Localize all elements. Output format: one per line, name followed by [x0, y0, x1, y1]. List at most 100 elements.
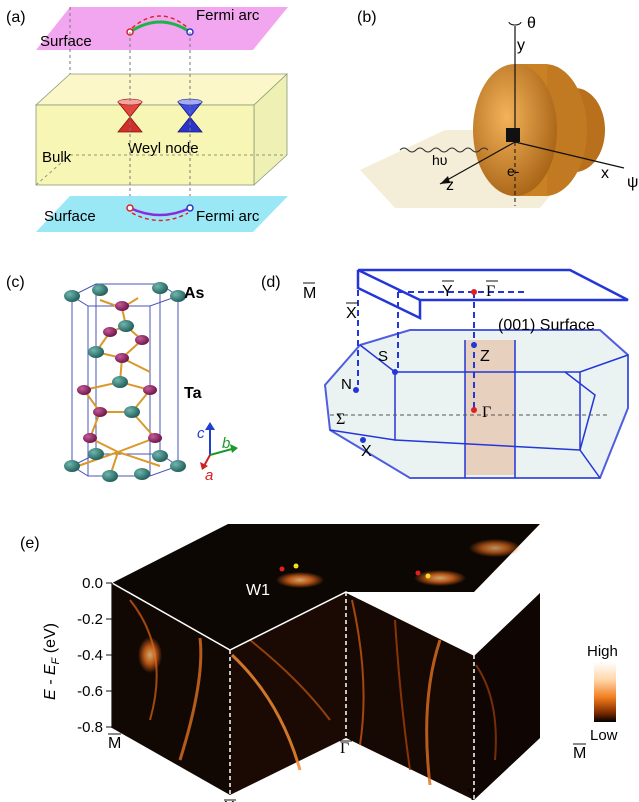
- Gamma-label: Γ: [482, 404, 491, 421]
- panel-d: (d) M X Y Γ: [261, 268, 629, 479]
- unit-cell-frame: [70, 283, 180, 477]
- energy-tick-label: -0.8: [77, 719, 103, 736]
- k-M-right: M: [573, 745, 586, 762]
- colorbar-low-label: Low: [590, 727, 618, 744]
- theta-arrow: [508, 21, 522, 26]
- z-axis-label: z: [446, 177, 454, 194]
- fs-pocket-3: [469, 539, 521, 557]
- Gamma-bar-label: Γ: [486, 283, 495, 300]
- bottom-surface-label: Surface: [44, 208, 96, 225]
- panel-e: (e) W1 W1 0.0-0.2-0.4-0: [20, 524, 618, 802]
- energy-tick-label: -0.6: [77, 683, 103, 700]
- bulk-hidden-edge: [35, 154, 71, 186]
- w1-yellow-right: [425, 573, 431, 579]
- top-fermi-arc: [129, 20, 191, 34]
- k-M-left: M: [108, 735, 121, 752]
- band-5: [351, 599, 365, 746]
- electron-label: e-: [507, 163, 520, 179]
- fs-pocket-1: [276, 572, 324, 588]
- top-fermi-arc-label: Fermi arc: [196, 7, 260, 24]
- energy-tick-label: -0.4: [77, 647, 103, 664]
- Y-bar-label: Y: [442, 283, 453, 300]
- bottom-fermi-arc-label: Fermi arc: [196, 208, 260, 225]
- w1-red-left: [279, 566, 285, 572]
- z-axis: [439, 141, 516, 185]
- as-atoms: [64, 282, 186, 482]
- top-surface-plane: [36, 7, 288, 50]
- weyl-node-label: Weyl node: [128, 140, 199, 157]
- w1-right-label: W1: [420, 590, 444, 607]
- panel-c-label: (c): [6, 274, 25, 291]
- z-arrow: [440, 176, 450, 184]
- panel-a: (a) Surface Fermi arc Bulk Weyl node: [6, 7, 289, 232]
- axis-b-label: b: [222, 435, 230, 452]
- X-bar-label: X: [346, 305, 357, 322]
- panel-b: (b) y θ z x ψ e- hυ: [357, 9, 638, 208]
- w1-red-right: [415, 570, 421, 576]
- panel-b-label: (b): [357, 9, 377, 26]
- surface-label: (001) Surface: [498, 317, 595, 334]
- panel-e-label: (e): [20, 535, 40, 552]
- s-point: [392, 369, 398, 375]
- bulk-top-face: [34, 73, 289, 106]
- surface-bz: [357, 268, 629, 302]
- bulk-bz-edges: [329, 340, 629, 479]
- fermi-surface-map: [112, 524, 540, 650]
- w1-yellow-left: [293, 563, 299, 569]
- energy-axis-label: E - EF (eV): [42, 623, 62, 700]
- psi-label: ψ: [627, 174, 638, 191]
- w1-left-label: W1: [246, 582, 270, 599]
- surface-bz-front: [356, 270, 422, 320]
- ta-label: Ta: [184, 385, 202, 402]
- bottom-node-blue: [186, 204, 194, 212]
- top-surface-label: Surface: [40, 33, 92, 50]
- surface-gamma-point: [471, 289, 477, 295]
- colorbar: [594, 662, 616, 722]
- x-axis-label: x: [601, 165, 609, 182]
- bottom-fermi-arc: [129, 206, 191, 217]
- energy-tick-label: 0.0: [82, 575, 103, 592]
- band-cut-M-X: [112, 583, 230, 795]
- gamma-plane: [465, 340, 515, 475]
- k-Y: Y: [467, 787, 478, 802]
- axis-a-label: a: [205, 467, 213, 484]
- sample-block: [506, 128, 520, 142]
- X-label: X: [361, 443, 372, 460]
- band-3: [230, 653, 302, 771]
- colorbar-high-label: High: [587, 643, 618, 660]
- gamma-point: [471, 407, 477, 413]
- bulk-front-face: [35, 104, 255, 186]
- bottom-node-red: [126, 204, 134, 212]
- Sigma-label: Σ: [336, 411, 345, 428]
- band-2: [178, 637, 203, 761]
- energy-ticks: 0.0 -0.2 -0.4 -0.6 -0.8: [77, 575, 112, 736]
- x-axis: [514, 141, 625, 169]
- panel-c: (c): [6, 274, 238, 484]
- theta-label: θ: [527, 15, 536, 32]
- band-cut-G-Y: [346, 592, 474, 800]
- ta-atoms: [77, 301, 162, 443]
- z-point: [471, 342, 477, 348]
- band-6: [425, 639, 442, 786]
- x-point: [360, 437, 366, 443]
- band-cut-Y-M: [474, 592, 540, 800]
- bottom-arc-arrows: [131, 212, 189, 222]
- band-glow-1: [138, 637, 162, 673]
- n-point: [353, 387, 359, 393]
- panel-a-label: (a): [6, 9, 26, 26]
- ylabel-unit: (eV): [42, 623, 59, 658]
- top-arc-arrows: [131, 15, 189, 29]
- photon-label: hυ: [432, 152, 447, 168]
- fs-pocket-2: [414, 570, 466, 586]
- band-4: [249, 639, 331, 721]
- band-7: [394, 619, 411, 771]
- panel-d-label: (d): [261, 274, 281, 291]
- M-bar-label: M: [303, 285, 316, 302]
- ylabel-sub: F: [50, 656, 62, 664]
- band-8: [475, 664, 497, 761]
- Z-label: Z: [480, 348, 490, 365]
- photon-wave: [399, 147, 489, 153]
- energy-tick-label: -0.2: [77, 611, 103, 628]
- bulk-label: Bulk: [42, 149, 72, 166]
